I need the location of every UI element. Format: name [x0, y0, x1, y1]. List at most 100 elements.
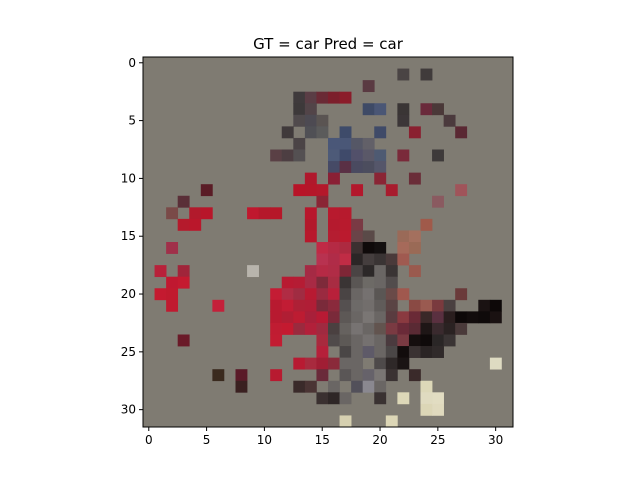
image-pixel: [455, 126, 468, 139]
image-pixel: [455, 311, 468, 324]
image-pixel: [316, 126, 329, 139]
image-pixel: [177, 334, 190, 347]
image-pixel: [443, 114, 456, 127]
image-pixel: [212, 369, 225, 382]
image-pixel: [443, 334, 456, 347]
image-pixel: [293, 322, 306, 335]
image-pixel: [374, 299, 387, 312]
image-pixel: [408, 311, 421, 324]
image-pixel: [200, 184, 213, 197]
image-pixel: [351, 288, 364, 301]
image-pixel: [293, 149, 306, 162]
y-tick-label: 15: [121, 229, 136, 243]
image-pixel: [293, 114, 306, 127]
image-pixel: [362, 299, 375, 312]
image-pixel: [420, 299, 433, 312]
x-tick-label: 0: [145, 433, 153, 447]
image-pixel: [432, 322, 444, 335]
image-pixel: [362, 369, 375, 382]
image-pixel: [385, 334, 398, 347]
image-pixel: [304, 207, 317, 220]
image-pixel: [235, 369, 248, 382]
image-pixel: [489, 299, 502, 312]
image-pixel: [374, 357, 387, 370]
image-pixel: [328, 357, 340, 370]
image-pixel: [432, 334, 444, 347]
image-pixel: [351, 218, 364, 231]
image-pixel: [339, 415, 352, 428]
image-pixel: [177, 265, 190, 278]
image-pixel: [397, 311, 410, 324]
image-pixel: [328, 230, 340, 243]
image-pixel: [339, 149, 352, 162]
image-pixel: [374, 265, 387, 278]
image-pixel: [339, 288, 352, 301]
image-pixel: [166, 299, 179, 312]
image-pixel: [397, 68, 410, 81]
image-pixel: [304, 126, 317, 139]
image-pixel: [374, 369, 387, 382]
y-tick-label: 10: [121, 171, 136, 185]
image-pixel: [362, 242, 375, 254]
image-pixel: [362, 380, 375, 393]
image-pixel: [281, 299, 294, 312]
image-pixel: [281, 126, 294, 139]
image-pixel: [316, 288, 329, 301]
image-pixel: [408, 334, 421, 347]
image-pixel: [385, 265, 398, 278]
image-pixel: [432, 311, 444, 324]
image-pixel: [351, 137, 364, 150]
image-pixel: [339, 346, 352, 358]
image-pixel: [293, 91, 306, 104]
image-pixel: [397, 334, 410, 347]
image-pixel: [362, 276, 375, 289]
image-pixel: [351, 357, 364, 370]
image-pixel: [281, 288, 294, 301]
image-pixel: [304, 311, 317, 324]
image-pixel: [385, 253, 398, 266]
image-pixel: [374, 149, 387, 162]
image-pixel: [339, 126, 352, 139]
image-pixel: [339, 218, 352, 231]
image-pixel: [328, 276, 340, 289]
image-pixel: [351, 380, 364, 393]
image-pixel: [270, 334, 283, 347]
image-pixel: [385, 357, 398, 370]
image-pixel: [408, 299, 421, 312]
image-pixel: [293, 184, 306, 197]
image-pixel: [328, 288, 340, 301]
image-pixel: [281, 311, 294, 324]
y-tick-label: 0: [128, 56, 136, 70]
image-pixel: [408, 172, 421, 185]
image-pixel: [189, 218, 202, 231]
image-pixel: [408, 265, 421, 278]
image-pixel: [154, 265, 167, 278]
image-pixel: [374, 311, 387, 324]
image-pixel: [420, 346, 433, 358]
image-pixel: [478, 299, 491, 312]
image-pixel: [432, 103, 444, 116]
image-pixel: [293, 288, 306, 301]
image-pixel: [304, 322, 317, 335]
chart-title: GT = car Pred = car: [253, 35, 404, 53]
image-pixel: [328, 299, 340, 312]
image-pixels: [143, 57, 513, 428]
image-pixel: [316, 242, 329, 254]
image-pixel: [328, 265, 340, 278]
image-pixel: [189, 207, 202, 220]
image-pixel: [328, 334, 340, 347]
image-pixel: [304, 218, 317, 231]
image-pixel: [351, 161, 364, 173]
image-pixel: [362, 103, 375, 116]
image-pixel: [385, 288, 398, 301]
image-pixel: [420, 392, 433, 405]
image-pixel: [420, 380, 433, 393]
image-pixel: [397, 346, 410, 358]
image-pixel: [339, 230, 352, 243]
image-pixel: [385, 415, 398, 428]
image-pixel: [270, 299, 283, 312]
image-pixel: [166, 288, 179, 301]
image-pixel: [316, 322, 329, 335]
image-pixel: [304, 380, 317, 393]
